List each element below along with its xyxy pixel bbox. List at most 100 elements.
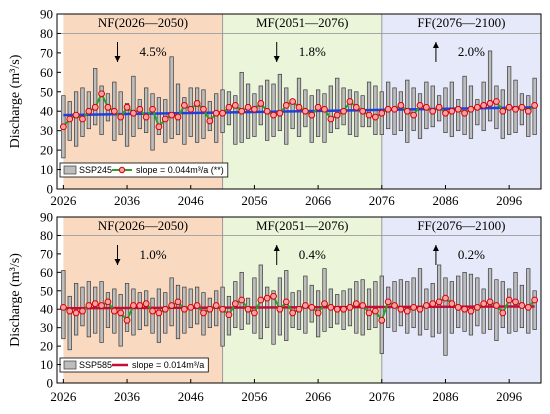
y-axis-title: Discharge (m³/s) <box>8 253 23 347</box>
discharge-point <box>435 103 443 111</box>
discharge-point <box>301 302 309 309</box>
discharge-point <box>314 309 322 317</box>
discharge-point <box>238 296 246 304</box>
range-box <box>220 286 225 347</box>
discharge-point <box>200 105 207 113</box>
range-box <box>507 288 512 334</box>
range-box <box>328 85 333 133</box>
y-tick-label: 30 <box>40 123 53 138</box>
y-axis-title: Discharge (m³/s) <box>8 54 23 148</box>
change-arrow-down <box>114 245 121 265</box>
x-tick-label: 2026 <box>50 389 77 404</box>
range-box <box>201 89 206 139</box>
x-tick-label: 2076 <box>369 193 396 208</box>
y-tick-label: 80 <box>40 26 53 41</box>
range-box <box>500 281 505 329</box>
discharge-point <box>512 105 519 113</box>
range-box <box>195 87 200 143</box>
discharge-point <box>359 107 367 115</box>
discharge-point <box>149 105 156 113</box>
y-tick-label: 30 <box>40 320 53 335</box>
discharge-point <box>480 101 488 109</box>
range-box <box>487 50 493 122</box>
discharge-point <box>72 111 80 119</box>
discharge-point <box>340 305 347 313</box>
y-tick-label: 70 <box>40 45 53 60</box>
x-tick-label: 2046 <box>178 389 205 404</box>
discharge-point <box>104 103 112 111</box>
y-tick-label: 0 <box>47 376 54 391</box>
discharge-point <box>72 309 80 317</box>
discharge-point <box>333 111 341 119</box>
y-tick-label: 80 <box>40 228 53 243</box>
legend: SSP585 slope = 0.014m³/a <box>59 357 209 373</box>
discharge-point <box>180 305 188 313</box>
discharge-point <box>391 105 398 113</box>
period-label: FF(2076—2100) <box>417 218 505 233</box>
discharge-point <box>98 90 105 98</box>
discharge-point <box>486 100 494 107</box>
discharge-point <box>467 307 475 315</box>
range-box <box>80 87 85 137</box>
discharge-point <box>416 305 424 313</box>
discharge-point <box>359 302 367 309</box>
range-box <box>277 73 282 132</box>
change-arrow-up <box>273 245 280 265</box>
discharge-point <box>142 113 150 121</box>
discharge-point <box>59 123 67 131</box>
range-box <box>398 279 403 327</box>
range-box <box>424 288 429 330</box>
discharge-point <box>219 305 226 313</box>
discharge-point <box>454 105 462 113</box>
x-tick-label: 2096 <box>496 193 523 208</box>
discharge-point <box>136 105 144 113</box>
discharge-point <box>327 303 335 311</box>
discharge-point <box>187 105 195 113</box>
range-box <box>366 288 372 330</box>
discharge-point <box>384 298 392 306</box>
range-box <box>526 268 531 334</box>
legend-box-swatch <box>63 360 77 370</box>
discharge-point <box>206 117 214 125</box>
discharge-point <box>66 115 74 123</box>
range-box <box>252 277 257 334</box>
range-box <box>144 87 149 133</box>
discharge-point <box>149 307 156 315</box>
y-tick-label: 90 <box>40 210 53 225</box>
discharge-point <box>295 103 303 111</box>
range-box <box>131 75 136 137</box>
discharge-point <box>85 107 93 115</box>
range-box <box>175 83 181 135</box>
discharge-point <box>276 305 284 313</box>
x-tick-label: 2066 <box>305 193 332 208</box>
x-tick-label: 2056 <box>241 193 268 208</box>
change-arrow-down <box>273 42 280 62</box>
range-box <box>118 294 123 347</box>
discharge-point <box>206 305 214 313</box>
discharge-point <box>123 103 131 111</box>
discharge-point <box>448 300 456 308</box>
range-box <box>309 284 314 323</box>
range-box <box>481 288 486 334</box>
discharge-point <box>442 294 449 302</box>
discharge-point <box>397 305 405 313</box>
discharge-point <box>416 101 424 109</box>
range-box <box>169 277 174 327</box>
discharge-point <box>104 298 112 306</box>
legend-line-label: slope = 0.044m³/a (**) <box>136 165 224 175</box>
discharge-point <box>123 316 131 324</box>
x-tick-label: 2026 <box>50 193 77 208</box>
discharge-point <box>378 109 386 117</box>
discharge-point <box>130 302 137 309</box>
legend-box-label: SSP245 <box>79 165 112 175</box>
discharge-point <box>435 298 443 306</box>
range-box <box>67 295 72 351</box>
range-box <box>373 281 378 329</box>
discharge-point <box>168 302 176 309</box>
range-box <box>131 288 136 336</box>
discharge-point <box>461 109 468 117</box>
discharge-point <box>346 303 354 311</box>
discharge-point <box>493 98 500 105</box>
range-box <box>74 91 79 147</box>
range-box <box>322 93 327 143</box>
